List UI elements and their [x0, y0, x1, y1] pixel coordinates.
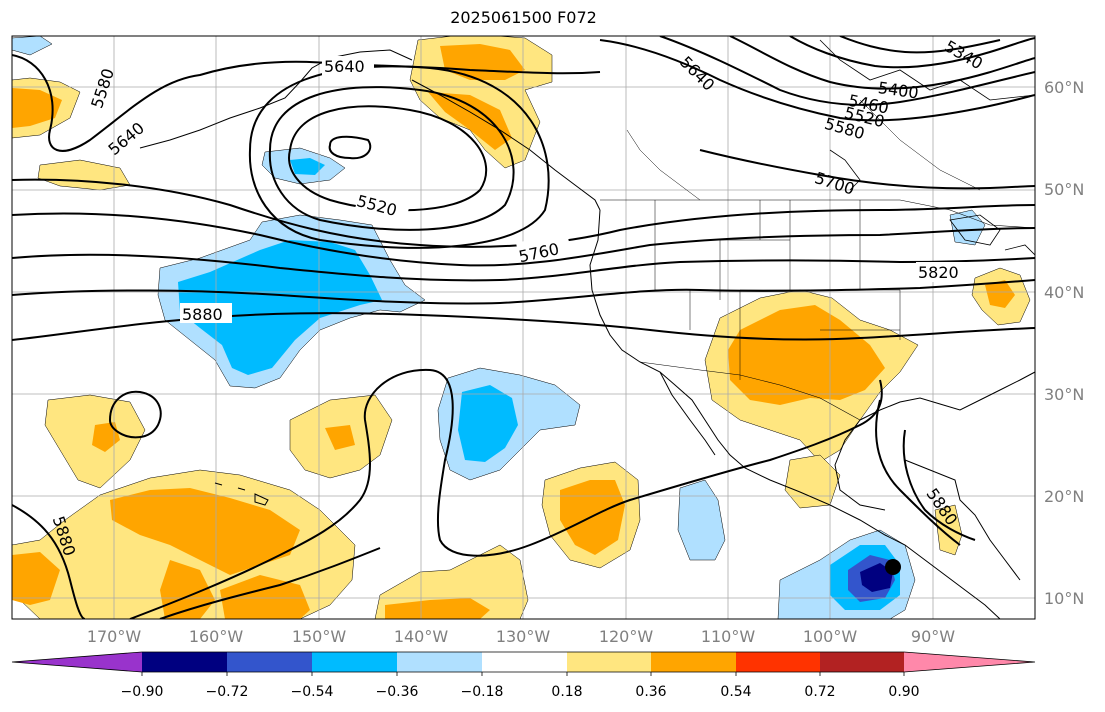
lat-label: 20°N — [1044, 487, 1084, 506]
lon-label: 140°W — [394, 627, 449, 646]
height-contours — [12, 36, 1035, 619]
lat-label: 60°N — [1044, 78, 1084, 97]
colorbar-tick-label: −0.72 — [206, 684, 249, 700]
colorbar-tick-label: 0.36 — [635, 684, 666, 700]
colorbar-right-extend — [904, 652, 1035, 672]
colorbar: −0.90 −0.72 −0.54 −0.36 −0.18 0.18 0.36 … — [11, 651, 1036, 700]
lon-labels: 170°W 160°W 150°W 140°W 130°W 120°W 110°… — [87, 627, 955, 646]
colorbar-swatch — [397, 652, 482, 672]
lon-label: 100°W — [803, 627, 858, 646]
contour-label: 5640 — [324, 57, 365, 76]
lat-labels: 60°N 50°N 40°N 30°N 20°N 10°N — [1044, 78, 1084, 608]
colorbar-swatch — [736, 652, 820, 672]
lon-label: 160°W — [189, 627, 244, 646]
contour-label: 5820 — [918, 263, 959, 282]
lat-label: 50°N — [1044, 180, 1084, 199]
colorbar-swatch — [651, 652, 736, 672]
colorbar-tick-label: −0.54 — [291, 684, 334, 700]
colorbar-swatch — [482, 652, 567, 672]
lat-label: 40°N — [1044, 283, 1084, 302]
colorbar-swatch — [312, 652, 397, 672]
colorbar-swatch — [567, 652, 651, 672]
lon-label: 150°W — [292, 627, 347, 646]
contour-label: 5880 — [182, 305, 223, 324]
colorbar-swatch — [142, 652, 227, 672]
lon-label: 120°W — [599, 627, 654, 646]
lon-label: 90°W — [911, 627, 955, 646]
colorbar-tick-label: 0.90 — [888, 684, 919, 700]
coastlines — [139, 39, 1035, 619]
colorbar-swatch — [227, 652, 312, 672]
colorbar-swatch — [820, 652, 904, 672]
lat-label: 30°N — [1044, 385, 1084, 404]
map-title: 2025061500 F072 — [450, 8, 597, 27]
lon-label: 130°W — [496, 627, 551, 646]
colorbar-tick-label: 0.18 — [551, 684, 582, 700]
lon-label: 110°W — [701, 627, 756, 646]
colorbar-tick-label: −0.18 — [461, 684, 504, 700]
lon-label: 170°W — [87, 627, 142, 646]
colorbar-left-extend — [12, 652, 142, 672]
colorbar-tick-label: 0.72 — [804, 684, 835, 700]
map-frame — [11, 35, 1036, 620]
colorbar-tick-label: −0.90 — [121, 684, 164, 700]
colorbar-tick-label: −0.36 — [376, 684, 419, 700]
lat-label: 10°N — [1044, 589, 1084, 608]
colorbar-tick-label: 0.54 — [720, 684, 751, 700]
